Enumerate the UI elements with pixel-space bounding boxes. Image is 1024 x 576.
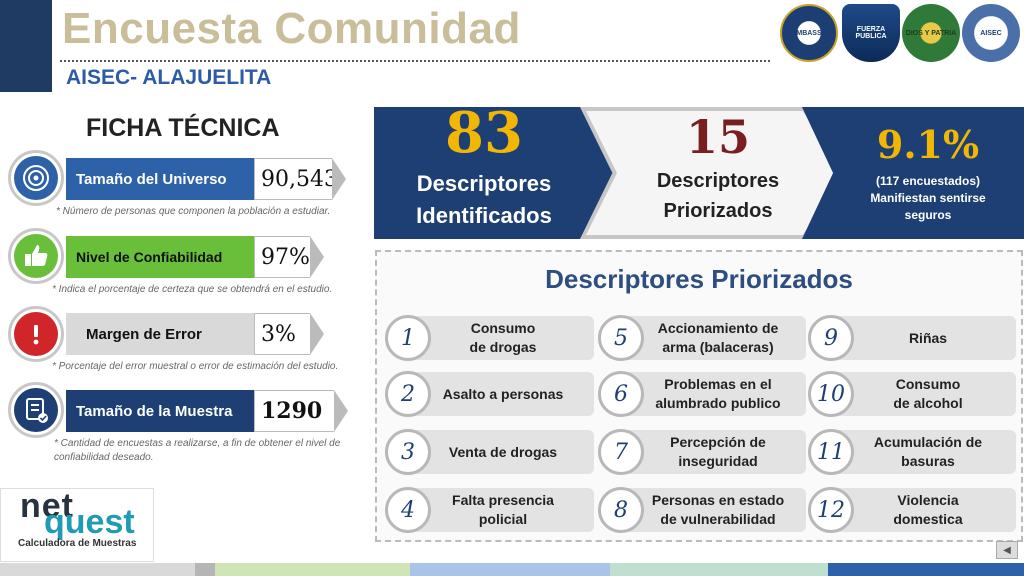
list-item-number: 9 <box>808 315 854 361</box>
list-item-number: 1 <box>385 315 431 361</box>
priorizados-title: Descriptores Priorizados <box>545 264 853 294</box>
list-item-label: Percepción de inseguridad <box>670 434 766 469</box>
muestra-value: 1290 <box>254 390 334 432</box>
confiabilidad-note: * Indica el porcentaje de certeza que se… <box>52 284 333 295</box>
checklist-icon <box>8 382 64 438</box>
identified-label-line1: Descriptores <box>416 171 552 196</box>
list-item-number: 4 <box>385 487 431 533</box>
list-item <box>624 488 806 532</box>
margen-error-value: 3% <box>254 313 310 355</box>
list-item-label: Consumo de alcohol <box>893 376 963 411</box>
list-item-label: Accionamiento de arma (balaceras) <box>657 320 779 355</box>
prioritized-arrow-fill <box>586 111 844 235</box>
list-item <box>624 316 806 360</box>
margen-error-value-arrow <box>310 313 324 355</box>
fuerza-publica-logo: FUERZA PUBLICA <box>842 4 900 62</box>
muestra-note: * Cantidad de encuestas a realizarse, a … <box>54 438 341 463</box>
list-item-number: 6 <box>598 371 644 417</box>
us-embassy-logo: EMBASSY <box>780 4 838 62</box>
list-item-number: 12 <box>808 487 854 533</box>
dios-patria-logo: DIOS Y PATRIA <box>902 4 960 62</box>
safety-line1: (117 encuestados) <box>875 174 981 188</box>
safety-line2: Manifiestan sentirse <box>870 191 986 205</box>
universo-value: 90,543 <box>254 158 338 200</box>
list-item <box>412 430 594 474</box>
muestra-label: Tamaño de la Muestra <box>66 390 254 432</box>
universo-label: Tamaño del Universo <box>66 158 254 200</box>
target-icon <box>8 150 64 206</box>
list-item <box>834 430 1016 474</box>
previous-slide-button[interactable]: ◀ <box>996 541 1018 559</box>
identified-number: 83 <box>445 100 523 166</box>
list-item-number: 3 <box>385 429 431 475</box>
confiabilidad-label: Nivel de Confiabilidad <box>66 236 254 278</box>
prioritized-number: 15 <box>685 110 750 164</box>
safety-line3: seguros <box>904 208 952 222</box>
list-item <box>834 372 1016 416</box>
muestra-value-arrow <box>334 390 348 432</box>
list-item-label: Riñas <box>908 329 948 346</box>
list-item-number: 8 <box>598 487 644 533</box>
netquest-logo-bottom: quest <box>44 503 135 541</box>
netquest-logo-top: net <box>20 487 74 525</box>
header-divider <box>60 60 770 62</box>
identified-label-line2: Identificados <box>416 203 552 228</box>
netquest-panel <box>0 488 154 562</box>
page-title: Encuesta Comunidad <box>62 4 521 53</box>
list-item-label: Acumulación de basuras <box>873 434 983 469</box>
list-item <box>624 430 806 474</box>
list-item-number: 7 <box>598 429 644 475</box>
alert-icon <box>8 306 64 362</box>
list-item <box>412 488 594 532</box>
safety-arrow <box>802 107 1024 239</box>
confiabilidad-value-arrow <box>310 236 324 278</box>
list-item <box>412 372 594 416</box>
page-subtitle: AISEC- ALAJUELITA <box>66 66 272 89</box>
list-item-label: Venta de drogas <box>448 443 558 460</box>
list-item-label: Falta presencia policial <box>452 492 554 527</box>
list-item <box>412 316 594 360</box>
list-item <box>834 488 1016 532</box>
footer-bar <box>0 563 1024 576</box>
list-item-label: Problemas en el alumbrado publico <box>655 376 781 411</box>
netquest-caption: Calculadora de Muestras <box>18 538 137 549</box>
list-item-number: 2 <box>385 371 431 417</box>
universo-value-arrow <box>332 158 346 200</box>
list-item-label: Asalto a personas <box>442 385 564 402</box>
list-item-label: Violencia domestica <box>893 492 963 527</box>
identified-arrow <box>374 107 626 239</box>
ficha-tecnica-title: FICHA TÉCNICA <box>86 114 280 142</box>
margen-error-note: * Porcentaje del error muestral o error … <box>52 361 339 372</box>
safety-percent: 9.1% <box>876 122 980 167</box>
margen-error-label: Margen de Error <box>66 313 254 355</box>
aisec-logo: AISEC <box>962 4 1020 62</box>
list-item-number: 11 <box>808 429 854 475</box>
list-item <box>834 316 1016 360</box>
prioritized-label-line1: Descriptores <box>656 170 780 192</box>
list-item <box>624 372 806 416</box>
back-arrow-icon: ◀ <box>1003 544 1011 556</box>
list-item-label: Personas en estado de vulnerabilidad <box>651 492 785 527</box>
list-item-label: Consumo de drogas <box>469 320 537 355</box>
header-accent-bar <box>0 0 52 92</box>
confiabilidad-value: 97% <box>254 236 310 278</box>
list-item-number: 10 <box>808 371 854 417</box>
universo-note: * Número de personas que componen la pob… <box>56 206 331 217</box>
list-item-number: 5 <box>598 315 644 361</box>
thumbs-up-icon <box>8 228 64 284</box>
prioritized-label-line2: Priorizados <box>663 200 773 222</box>
